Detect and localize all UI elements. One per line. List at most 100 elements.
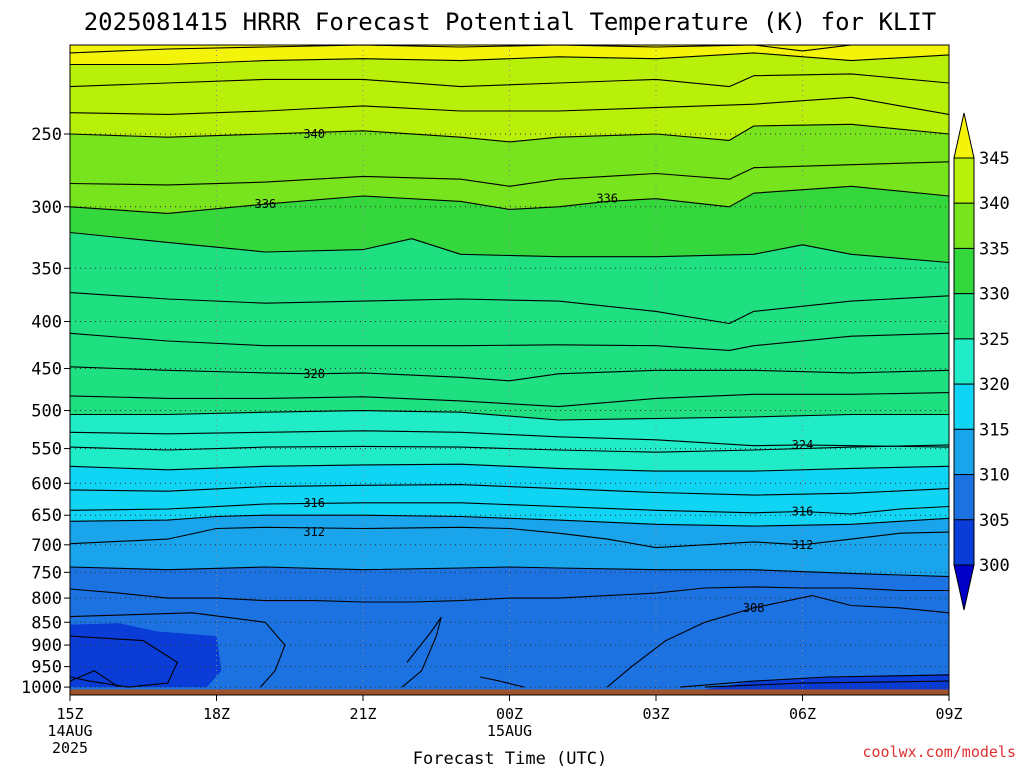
colorbar-label: 345 <box>979 149 1010 169</box>
y-tick-label: 950 <box>31 658 62 678</box>
y-tick-label: 600 <box>31 474 62 494</box>
isentrope-325 <box>70 410 949 421</box>
colorbar-under <box>953 564 975 611</box>
isentrope-316 <box>70 502 949 515</box>
colorbar-label: 315 <box>979 420 1010 440</box>
isentrope-318 <box>70 484 949 496</box>
y-tick-label: 1000 <box>21 678 62 698</box>
x-tick-date: 14AUG <box>47 722 92 740</box>
colorbar-label: 325 <box>979 330 1010 350</box>
isentrope-342 <box>70 96 949 115</box>
y-tick-label: 400 <box>31 313 62 333</box>
contour-label-312: 312 <box>792 538 814 552</box>
x-tick-date: 15AUG <box>487 722 532 740</box>
isentrope-302 <box>70 635 178 688</box>
contour-label-308: 308 <box>743 601 765 615</box>
colorbar: 300 305 310 315 320 325 330 335 340 345 <box>953 112 1010 611</box>
y-tick-label: 450 <box>31 360 62 380</box>
y-tick-label: 650 <box>31 506 62 526</box>
y-tick-label: 350 <box>31 259 62 279</box>
isentrope-309 <box>70 566 949 578</box>
isentrope-306 <box>680 674 949 688</box>
isentrope-313 <box>70 514 949 527</box>
isentrope-305 <box>70 612 286 688</box>
isentrope-contours <box>70 45 949 688</box>
colorbar-label: 320 <box>979 375 1010 395</box>
colorbar-swatch <box>953 293 975 340</box>
contour-label-336: 336 <box>596 192 618 206</box>
isentrope-306 <box>480 676 525 688</box>
contour-labels: 340 336 336 328 324 316 316 312 312 308 <box>254 127 813 615</box>
colorbar-label: 305 <box>979 511 1010 531</box>
isentrope-307 <box>606 595 949 688</box>
isentrope-336 <box>70 185 949 214</box>
colorbar-label: 340 <box>979 194 1010 214</box>
chart-title: 2025081415 HRRR Forecast Potential Tempe… <box>84 8 937 36</box>
pressure-axis: 250 300 350 400 450 500 550 600 650 700 750 800 850 9… <box>21 125 70 698</box>
contour-label-328: 328 <box>303 367 325 381</box>
colorbar-label: 300 <box>979 556 1010 576</box>
x-tick-label: 21Z <box>349 705 376 723</box>
isentrope-300 <box>70 670 120 688</box>
y-tick-label: 750 <box>31 563 62 583</box>
y-tick-label: 700 <box>31 536 62 556</box>
y-tick-label: 500 <box>31 402 62 422</box>
isentrope-344 <box>70 52 949 66</box>
ground-fill <box>70 689 949 695</box>
contour-label-316: 316 <box>792 505 814 519</box>
isentrope-304 <box>704 680 949 688</box>
x-tick-label: 15Z <box>56 705 83 723</box>
x-axis-label: Forecast Time (UTC) <box>413 749 607 768</box>
isentrope-328 <box>70 366 949 382</box>
x-tick-label: 03Z <box>642 705 669 723</box>
isentrope-343 <box>70 73 949 88</box>
y-tick-label: 850 <box>31 613 62 633</box>
x-tick-year: 2025 <box>52 739 88 757</box>
y-tick-label: 250 <box>31 125 62 145</box>
contour-label-336: 336 <box>254 197 276 211</box>
colorbar-label: 310 <box>979 466 1010 486</box>
x-tick-label: 18Z <box>203 705 230 723</box>
isentrope-340 <box>70 123 949 143</box>
colorbar-swatch <box>953 474 975 521</box>
isentrope-338 <box>70 161 949 187</box>
colorbar-label: 330 <box>979 285 1010 305</box>
colorbar-swatch <box>953 202 975 249</box>
contour-label-324: 324 <box>792 438 814 452</box>
cold-pool-fill <box>70 623 222 688</box>
isentrope-306 <box>401 616 442 688</box>
isentrope-320 <box>70 463 949 472</box>
isentrope-326 <box>70 392 949 408</box>
colorbar-over <box>953 112 975 159</box>
colorbar-swatch <box>953 428 975 476</box>
y-tick-label: 800 <box>31 589 62 609</box>
x-tick-label: 06Z <box>789 705 816 723</box>
isentrope-333 <box>70 231 949 264</box>
colorbar-swatch <box>953 519 975 566</box>
ground-layer <box>70 689 949 695</box>
isentrope-332 <box>70 292 949 325</box>
contour-label-312: 312 <box>303 525 325 539</box>
y-tick-label: 300 <box>31 198 62 218</box>
y-tick-label: 550 <box>31 440 62 460</box>
isentrope-312 <box>70 526 949 549</box>
colorbar-swatch <box>953 157 975 204</box>
colorbar-swatch <box>953 247 975 295</box>
contour-label-340: 340 <box>303 127 325 141</box>
y-tick-label: 900 <box>31 636 62 656</box>
isentrope-330 <box>70 332 949 351</box>
isentrope-324 <box>70 430 949 448</box>
contour-label-316: 316 <box>303 496 325 510</box>
colorbar-swatch <box>953 338 975 385</box>
isentrope-322 <box>70 444 949 453</box>
colorbar-swatch <box>953 383 975 430</box>
watermark: coolwx.com/models <box>862 743 1016 761</box>
isentrope-345 <box>70 45 949 54</box>
x-tick-label: 09Z <box>935 705 962 723</box>
isentrope-308 <box>70 586 949 603</box>
theta-color-fill <box>70 45 949 695</box>
x-tick-label: 00Z <box>496 705 523 723</box>
colorbar-label: 335 <box>979 239 1010 259</box>
